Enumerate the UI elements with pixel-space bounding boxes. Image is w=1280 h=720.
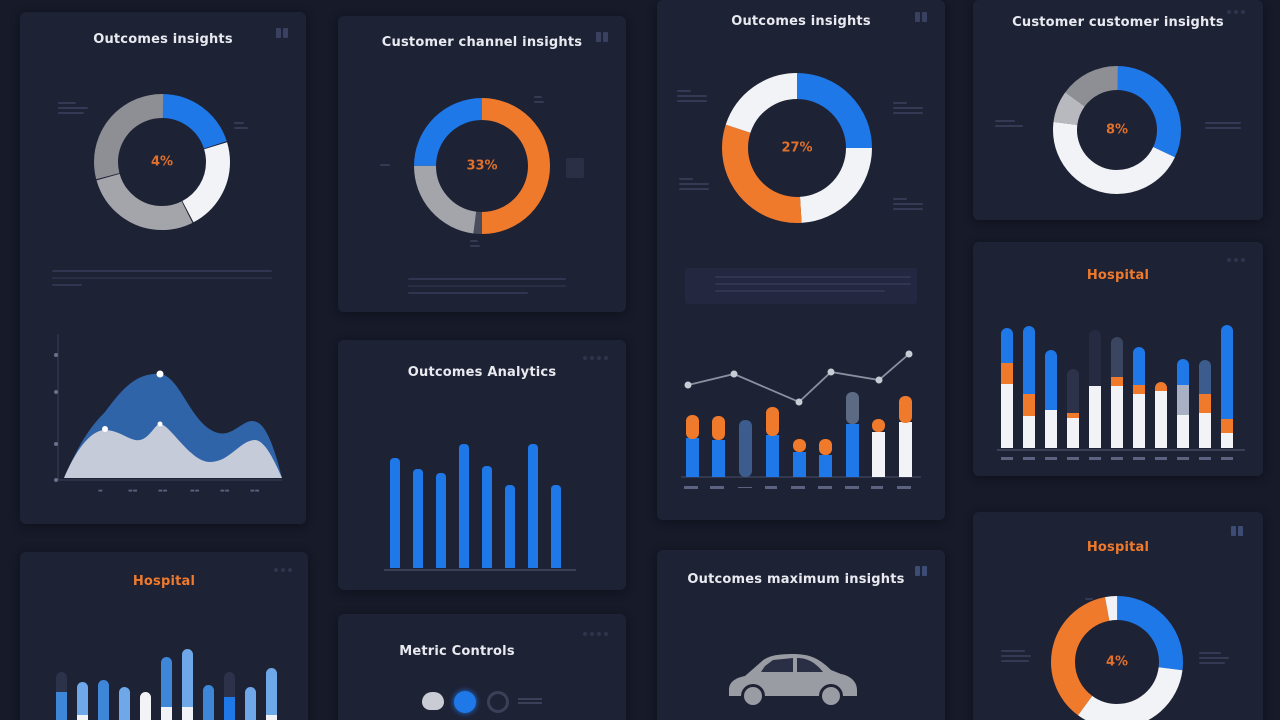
donut-center-value: 4% [150, 154, 174, 170]
area-chart: ▬ ▬▬ ▬▬ ▬▬ ▬▬ ▬▬ [50, 332, 290, 502]
more-icon[interactable] [274, 568, 292, 572]
x-tick: ▬▬ [128, 488, 138, 494]
card-menu-icon[interactable] [915, 566, 927, 576]
bar [505, 485, 515, 568]
donut-svg [722, 73, 872, 223]
card-title: Outcomes Analytics [407, 365, 557, 380]
card-donut-outcomes-1: Outcomes insights 4% [20, 12, 306, 524]
donut-center-value: 33% [466, 158, 498, 174]
donut-center-value: 8% [1105, 122, 1129, 138]
legend-label [893, 102, 923, 114]
donut-svg [1053, 66, 1181, 194]
bar [482, 466, 492, 568]
card-vehicle-insights: Outcomes maximum insights [657, 550, 945, 720]
legend-swatch [566, 158, 584, 178]
donut-chart: 4% [1051, 596, 1183, 720]
blue-dot-toggle[interactable] [454, 691, 476, 713]
area-chart-svg [54, 334, 282, 482]
donut-chart: 8% [1053, 66, 1181, 194]
stacked-bar-chart [56, 642, 277, 720]
donut-chart: 4% [94, 94, 230, 230]
card-donut-customer-customer: Customer customer insights 8% [973, 0, 1263, 220]
card-donut-outcomes-2: Outcomes insights 27% [657, 0, 945, 520]
more-icon[interactable] [1227, 258, 1245, 262]
donut-chart: 33% [414, 98, 550, 234]
bar [390, 458, 400, 568]
card-menu-icon[interactable] [276, 28, 288, 38]
bar [551, 485, 561, 568]
legend-label [1085, 598, 1093, 600]
x-tick: ▬▬ [250, 488, 260, 494]
card-menu-icon[interactable] [1231, 526, 1243, 536]
card-menu-icon[interactable] [915, 12, 927, 22]
donut-svg [414, 98, 550, 234]
ring-toggle[interactable] [487, 691, 509, 713]
text-placeholder [52, 270, 272, 286]
donut-svg [1051, 596, 1183, 720]
card-title: Customer channel insights [381, 35, 583, 50]
legend-label [893, 198, 923, 210]
legend-label [1199, 652, 1229, 664]
slider-dash[interactable] [518, 698, 542, 704]
card-hospital-donut: Hospital 4% [973, 512, 1263, 720]
card-menu-icon[interactable] [596, 32, 608, 42]
legend-label [470, 240, 480, 247]
donut-svg [94, 94, 230, 230]
legend-label [679, 178, 709, 190]
car-icon [729, 654, 857, 708]
legend-label [380, 164, 390, 166]
donut-center-value: 4% [1105, 654, 1129, 670]
legend-label [1205, 122, 1241, 129]
card-title: Metric Controls [399, 644, 515, 659]
card-title: Hospital [1086, 540, 1150, 555]
bar [413, 469, 423, 568]
card-title: Customer customer insights [1012, 15, 1224, 30]
card-title: Outcomes insights [93, 32, 233, 47]
more-icon[interactable] [1227, 10, 1245, 14]
card-hospital-bars-left: Hospital [20, 552, 308, 720]
text-placeholder [408, 278, 566, 294]
bar-chart [390, 440, 561, 568]
x-axis [997, 449, 1245, 451]
x-ticks [1001, 457, 1233, 460]
brain-icon[interactable] [422, 692, 444, 710]
card-title: Hospital [1086, 268, 1150, 283]
x-tick: ▬▬ [220, 488, 230, 494]
combo-chart-svg [681, 350, 921, 489]
donut-center-value: 27% [781, 140, 813, 156]
legend-label-right [234, 122, 248, 129]
legend-label [677, 90, 707, 102]
more-icon[interactable] [583, 632, 608, 636]
x-tick: ▬ [98, 488, 103, 494]
stacked-bar-chart [1001, 322, 1233, 448]
card-donut-customer-channel: Customer channel insights 33% [338, 16, 626, 312]
x-tick: ▬▬ [158, 488, 168, 494]
bar [528, 444, 538, 568]
more-icon[interactable] [583, 356, 608, 360]
combo-chart [681, 345, 925, 500]
legend-label [1001, 650, 1031, 662]
x-tick: ▬▬ [190, 488, 200, 494]
card-title: Hospital [132, 574, 196, 589]
bar [436, 473, 446, 568]
card-title: Outcomes insights [731, 14, 871, 29]
card-hospital-bars-right: Hospital [973, 242, 1263, 476]
text-placeholder-box [685, 268, 917, 304]
card-metric-controls: Metric Controls [338, 614, 626, 720]
legend-label-left [58, 102, 88, 114]
legend-label [995, 120, 1023, 127]
donut-chart: 27% [721, 72, 873, 224]
bar [459, 444, 469, 568]
card-title: Outcomes maximum insights [687, 572, 905, 587]
card-outcomes-analytics: Outcomes Analytics [338, 340, 626, 590]
x-axis [384, 569, 576, 571]
legend-label [534, 96, 544, 103]
